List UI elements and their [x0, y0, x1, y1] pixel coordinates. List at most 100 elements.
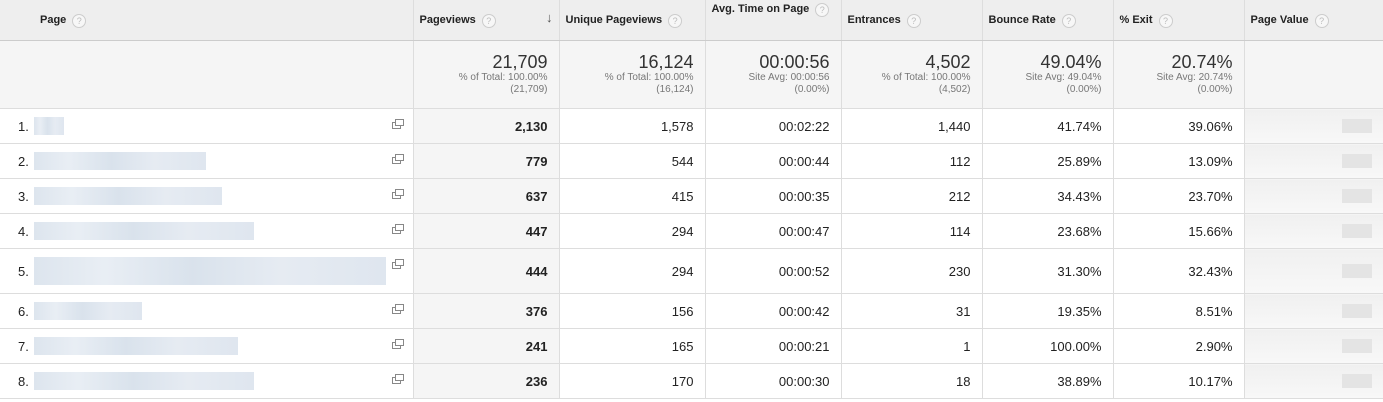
- summary-value: 00:00:56: [759, 52, 830, 72]
- avg-time-value: 00:00:52: [705, 248, 842, 294]
- summary-note: % of Total: 100.00%: [881, 72, 971, 83]
- summary-note: (0.00%): [1197, 84, 1233, 95]
- summary-note: % of Total: 100.00%: [604, 72, 694, 83]
- help-icon[interactable]: ?: [1061, 14, 1076, 28]
- row-index: 4.: [18, 223, 29, 239]
- entrances-value: 31: [841, 293, 983, 329]
- open-page-icon[interactable]: [391, 374, 404, 384]
- page-path-redacted[interactable]: [34, 372, 254, 390]
- unique-pageviews-value: 294: [559, 248, 706, 294]
- page-path-redacted[interactable]: [34, 257, 386, 285]
- summary-note: Site Avg: 20.74%: [1156, 72, 1233, 83]
- exit-value: 13.09%: [1113, 143, 1245, 179]
- col-header-label: % Exit: [1119, 14, 1153, 26]
- bounce-rate-value: 31.30%: [982, 248, 1114, 294]
- pageviews-value: 447: [413, 213, 560, 249]
- page-path-redacted[interactable]: [34, 187, 222, 205]
- page-cell: 5.: [0, 248, 414, 294]
- open-page-icon[interactable]: [391, 189, 404, 199]
- table-row: 3. 637 415 00:00:35 212 34.43% 23.70%: [0, 178, 1383, 214]
- entrances-value: 1,440: [841, 108, 983, 144]
- open-page-icon[interactable]: [391, 224, 404, 234]
- open-page-icon[interactable]: [391, 304, 404, 314]
- help-icon[interactable]: ?: [668, 14, 683, 28]
- col-header-avg-time[interactable]: Avg. Time on Page?: [705, 0, 842, 41]
- summary-value: 4,502: [925, 52, 971, 72]
- exit-value: 39.06%: [1113, 108, 1245, 144]
- help-icon[interactable]: ?: [72, 14, 87, 28]
- col-header-bounce-rate[interactable]: Bounce Rate?: [982, 0, 1114, 41]
- summary-unique: 16,124% of Total: 100.00% (16,124): [559, 40, 706, 109]
- avg-time-value: 00:00:35: [705, 178, 842, 214]
- page-value-redacted: [1244, 248, 1383, 294]
- help-icon[interactable]: ?: [1158, 14, 1173, 28]
- sort-desc-icon[interactable]: ↓: [546, 10, 553, 25]
- pageviews-value: 444: [413, 248, 560, 294]
- open-page-icon[interactable]: [391, 339, 404, 349]
- entrances-value: 114: [841, 213, 983, 249]
- summary-value: 49.04%: [1040, 52, 1102, 72]
- col-header-page-value[interactable]: Page Value?: [1244, 0, 1383, 41]
- table-row: 6. 376 156 00:00:42 31 19.35% 8.51%: [0, 293, 1383, 329]
- page-path-redacted[interactable]: [34, 117, 64, 135]
- row-index: 7.: [18, 338, 29, 354]
- summary-note: (0.00%): [794, 84, 830, 95]
- table-row: 7. 241 165 00:00:21 1 100.00% 2.90%: [0, 328, 1383, 364]
- col-header-label: Entrances: [847, 14, 901, 26]
- page-cell: 4.: [0, 213, 414, 249]
- col-header-label: Avg. Time on Page: [711, 3, 810, 15]
- col-header-pageviews[interactable]: Pageviews? ↓: [413, 0, 560, 41]
- header-row: Page? Pageviews? ↓ Unique Pageviews? Avg.…: [0, 0, 1383, 41]
- page-cell: 3.: [0, 178, 414, 214]
- bounce-rate-value: 41.74%: [982, 108, 1114, 144]
- col-header-exit[interactable]: % Exit?: [1113, 0, 1245, 41]
- col-header-label: Unique Pageviews: [565, 14, 663, 26]
- open-page-icon[interactable]: [391, 119, 404, 129]
- summary-note: (0.00%): [1066, 84, 1102, 95]
- help-icon[interactable]: ?: [481, 14, 496, 28]
- page-value-redacted: [1244, 143, 1383, 179]
- page-cell: 2.: [0, 143, 414, 179]
- exit-value: 2.90%: [1113, 328, 1245, 364]
- help-icon[interactable]: ?: [815, 3, 830, 17]
- page-path-redacted[interactable]: [34, 222, 254, 240]
- summary-entrances: 4,502% of Total: 100.00% (4,502): [841, 40, 983, 109]
- page-cell: 6.: [0, 293, 414, 329]
- summary-note: % of Total: 100.00%: [458, 72, 548, 83]
- entrances-value: 1: [841, 328, 983, 364]
- row-index: 1.: [18, 118, 29, 134]
- avg-time-value: 00:00:47: [705, 213, 842, 249]
- col-header-page[interactable]: Page?: [0, 0, 414, 41]
- open-page-icon[interactable]: [391, 259, 404, 269]
- summary-exit: 20.74% Site Avg: 20.74% (0.00%): [1113, 40, 1245, 109]
- open-page-icon[interactable]: [391, 154, 404, 164]
- unique-pageviews-value: 415: [559, 178, 706, 214]
- page-value-redacted: [1244, 178, 1383, 214]
- col-header-unique-pageviews[interactable]: Unique Pageviews?: [559, 0, 706, 41]
- col-header-entrances[interactable]: Entrances?: [841, 0, 983, 41]
- summary-bounce: 49.04% Site Avg: 49.04% (0.00%): [982, 40, 1114, 109]
- unique-pageviews-value: 165: [559, 328, 706, 364]
- page-path-redacted[interactable]: [34, 337, 238, 355]
- avg-time-value: 00:00:42: [705, 293, 842, 329]
- bounce-rate-value: 23.68%: [982, 213, 1114, 249]
- entrances-value: 212: [841, 178, 983, 214]
- help-icon[interactable]: ?: [1314, 14, 1329, 28]
- pageviews-value: 2,130: [413, 108, 560, 144]
- exit-value: 15.66%: [1113, 213, 1245, 249]
- unique-pageviews-value: 544: [559, 143, 706, 179]
- page-path-redacted[interactable]: [34, 152, 206, 170]
- page-path-redacted[interactable]: [34, 302, 142, 320]
- summary-value: 20.74%: [1171, 52, 1233, 72]
- row-index: 3.: [18, 188, 29, 204]
- page-value-redacted: [1244, 108, 1383, 144]
- unique-pageviews-value: 294: [559, 213, 706, 249]
- col-header-label: Bounce Rate: [988, 14, 1056, 26]
- summary-row: 21,709% of Total: 100.00% (21,709) 16,124…: [0, 40, 1383, 109]
- pageviews-value: 241: [413, 328, 560, 364]
- table-row: 4. 447 294 00:00:47 114 23.68% 15.66%: [0, 213, 1383, 249]
- help-icon[interactable]: ?: [906, 14, 921, 28]
- summary-value: 21,709: [492, 52, 548, 72]
- page-cell: 8.: [0, 363, 414, 399]
